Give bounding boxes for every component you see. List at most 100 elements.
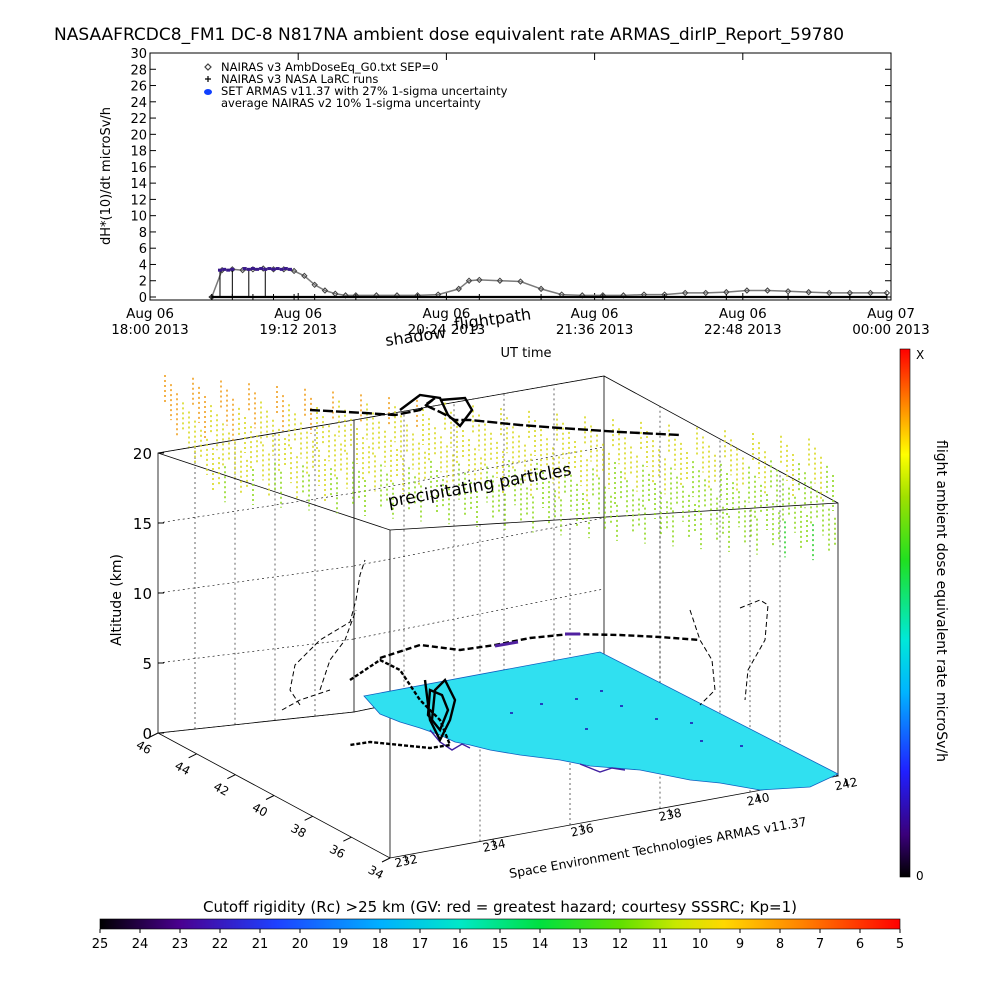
dose-rate-colorbar-fill bbox=[899, 348, 911, 878]
annotation-credit: Space Environment Technologies ARMAS v11… bbox=[508, 814, 808, 881]
series-point-armas bbox=[271, 267, 276, 271]
series-point-larc bbox=[311, 294, 318, 300]
cutoff-colorbar-fill bbox=[99, 918, 901, 930]
latitude-tick-mark bbox=[188, 753, 197, 759]
y-tick-label: 28 bbox=[130, 63, 147, 78]
flightpath-purple-segment bbox=[494, 640, 519, 648]
cutoff-tick-label: 12 bbox=[612, 937, 629, 952]
cutoff-rigidity-colorbar: Cutoff rigidity (Rc) >25 km (GV: red = g… bbox=[92, 898, 904, 952]
legend-entry-nairas-v3: NAIRAS v3 AmbDoseEq_G0.txt SEP=0 bbox=[221, 60, 438, 74]
cutoff-tick-label: 24 bbox=[132, 937, 149, 952]
y-tick-label: 16 bbox=[130, 161, 147, 176]
altitude-tick-label: 0 bbox=[142, 725, 152, 743]
cutoff-tick-label: 14 bbox=[532, 937, 549, 952]
series-point-larc bbox=[249, 294, 256, 300]
y-tick-label: 10 bbox=[130, 210, 147, 225]
latitude-tick-label: 40 bbox=[250, 800, 270, 820]
y-tick-label: 8 bbox=[139, 226, 147, 241]
latitude-tick-mark bbox=[304, 815, 313, 821]
series-layer bbox=[208, 265, 891, 301]
series-point-larc bbox=[538, 294, 545, 300]
annotation-shadow: shadow bbox=[384, 323, 447, 350]
series-point-larc bbox=[785, 294, 792, 300]
longitude-tick-label: 234 bbox=[482, 836, 507, 854]
y-tick-label: 14 bbox=[130, 177, 147, 192]
legend-entry-larc: NAIRAS v3 NASA LaRC runs bbox=[221, 72, 378, 86]
y-axis-label: dH*(10)/dt microSv/h bbox=[99, 107, 114, 245]
series-point-nairas-v3 bbox=[784, 288, 792, 295]
cutoff-tick-label: 9 bbox=[736, 937, 744, 952]
longitude-tick-label: 232 bbox=[394, 852, 419, 870]
y-tick-label: 24 bbox=[130, 96, 147, 111]
series-point-nairas-v3 bbox=[702, 289, 709, 297]
left-wall-gridline bbox=[157, 565, 355, 594]
altitude-tick-label: 15 bbox=[133, 515, 152, 533]
x-tick-label-date: Aug 06 bbox=[719, 306, 767, 322]
cutoff-tick-label: 8 bbox=[776, 937, 784, 952]
cutoff-colorbar-ticks: 25 24 23 22 21 20 19 18 17 16 15 14 13 12 11 10 9 8 7 6 5 bbox=[92, 929, 904, 952]
series-point-nairas-v3 bbox=[311, 281, 318, 289]
right-wall-gridline bbox=[353, 517, 605, 567]
latitude-tick-label: 46 bbox=[134, 738, 154, 758]
x-tick-label-date: Aug 06 bbox=[422, 306, 470, 322]
longitude-ticks: 232 234 236 238 240 242 bbox=[394, 775, 859, 870]
latitude-tick-label: 36 bbox=[327, 842, 347, 862]
series-point-nairas-v3 bbox=[290, 267, 298, 275]
land-speckles bbox=[510, 690, 743, 747]
timeseries-frame bbox=[149, 52, 892, 301]
series-point-armas bbox=[246, 267, 251, 271]
y-tick-label: 26 bbox=[130, 80, 147, 95]
x-tick-label-time: 22:48 2013 bbox=[704, 322, 782, 338]
longitude-tick-mark bbox=[404, 854, 408, 864]
series-point-larc bbox=[599, 294, 606, 300]
series-point-nairas-v3 bbox=[517, 278, 524, 285]
left-wall-outline bbox=[157, 419, 355, 734]
cutoff-tick-label: 7 bbox=[816, 937, 824, 952]
series-point-larc bbox=[661, 294, 668, 300]
x-axis-label: UT time bbox=[501, 346, 552, 361]
longitude-tick-label: 240 bbox=[746, 790, 771, 808]
y-tick-label: 18 bbox=[130, 145, 147, 160]
series-point-larc bbox=[846, 294, 853, 300]
longitude-tick-label: 236 bbox=[570, 821, 595, 839]
dose-colorbar-bottom-label: 0 bbox=[916, 869, 924, 883]
cutoff-tick-label: 22 bbox=[212, 937, 229, 952]
right-wall-gridline bbox=[353, 588, 605, 640]
series-point-larc bbox=[414, 294, 421, 300]
x-tick-label-date: Aug 06 bbox=[571, 306, 619, 322]
cutoff-tick-label: 10 bbox=[692, 937, 709, 952]
legend-diamond-symbol bbox=[204, 63, 212, 71]
longitude-tick-label: 238 bbox=[658, 806, 683, 824]
cutoff-tick-label: 5 bbox=[896, 937, 904, 952]
cutoff-tick-label: 11 bbox=[652, 937, 669, 952]
cutoff-tick-label: 18 bbox=[372, 937, 389, 952]
latitude-tick-label: 34 bbox=[366, 863, 386, 883]
left-wall-gridline bbox=[157, 419, 355, 454]
y-tick-label: 22 bbox=[130, 112, 147, 127]
cutoff-tick-label: 6 bbox=[856, 937, 864, 952]
wall-gridlines bbox=[157, 375, 781, 842]
longitude-tick-mark bbox=[668, 808, 672, 817]
left-wall-gridline bbox=[157, 638, 355, 664]
cutoff-tick-label: 17 bbox=[412, 937, 429, 952]
cutoff-tick-label: 20 bbox=[292, 937, 309, 952]
series-point-nairas-v3 bbox=[743, 287, 751, 294]
legend-plus-symbol bbox=[205, 76, 211, 82]
latitude-tick-mark bbox=[381, 857, 391, 863]
dose-colorbar-top-label: X bbox=[916, 348, 924, 362]
series-point-larc bbox=[476, 294, 483, 300]
latitude-tick-mark bbox=[149, 732, 159, 738]
series-point-armas bbox=[217, 268, 222, 272]
latitude-tick-mark bbox=[343, 836, 352, 842]
y-tick-label: 20 bbox=[130, 128, 147, 143]
flightpath-3d bbox=[309, 393, 701, 750]
cutoff-tick-label: 25 bbox=[92, 937, 109, 952]
latitude-tick-mark bbox=[227, 774, 236, 780]
left-wall-gridline bbox=[157, 492, 355, 524]
x-tick-label-time: 18:00 2013 bbox=[111, 322, 189, 338]
altitude-tick-label: 20 bbox=[133, 445, 152, 463]
series-point-nairas-v3 bbox=[301, 272, 308, 280]
series-point-armas bbox=[242, 267, 247, 271]
